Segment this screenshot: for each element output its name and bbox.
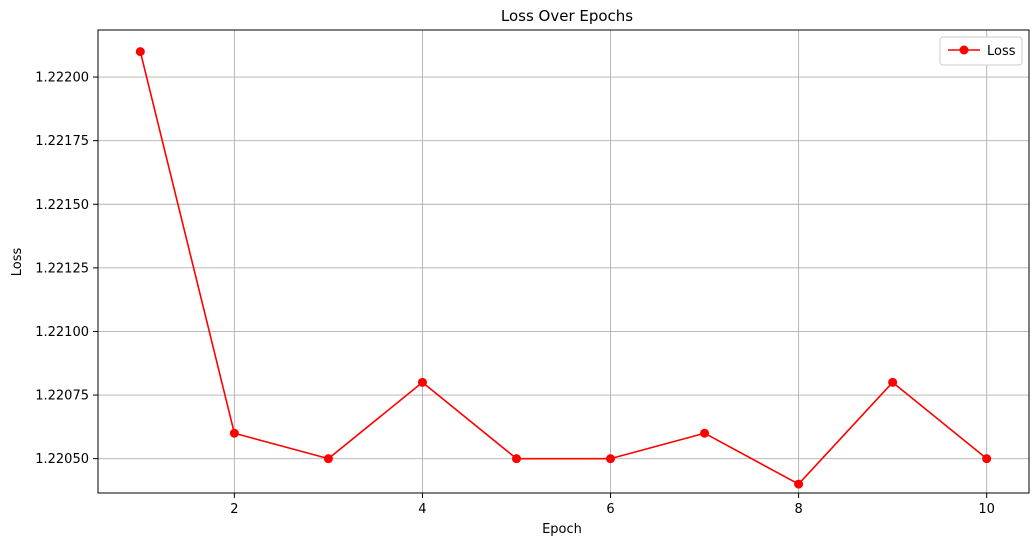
y-tick-label: 1.22175 (35, 134, 89, 149)
chart-title: Loss Over Epochs (501, 7, 633, 25)
x-axis-label: Epoch (542, 522, 582, 537)
x-tick-label: 2 (230, 502, 238, 517)
legend: Loss (939, 36, 1023, 66)
legend-label: Loss (987, 44, 1016, 59)
loss-data-point (606, 454, 616, 464)
x-tick-label: 4 (418, 502, 426, 517)
x-tick-label: 8 (794, 502, 802, 517)
grid-lines (98, 30, 1029, 493)
loss-data-point (135, 47, 145, 57)
loss-series-line (139, 51, 988, 485)
plot-area-frame (97, 29, 1030, 494)
loss-data-point (229, 428, 239, 438)
loss-data-point (700, 428, 710, 438)
loss-data-point (982, 454, 992, 464)
x-axis-ticks: 2 4 6 8 10 (230, 493, 995, 517)
loss-data-point (323, 454, 333, 464)
loss-data-point (888, 377, 898, 387)
loss-data-point (794, 479, 804, 489)
y-axis-label: Loss (10, 248, 25, 277)
y-tick-label: 1.22075 (35, 389, 89, 404)
y-tick-label: 1.22050 (35, 452, 89, 467)
legend-marker-swatch (959, 45, 969, 55)
loss-data-point (511, 454, 521, 464)
loss-data-point (417, 377, 427, 387)
y-tick-label: 1.22100 (35, 325, 89, 340)
y-tick-label: 1.22150 (35, 198, 89, 213)
y-tick-label: 1.22125 (35, 261, 89, 276)
x-tick-label: 10 (978, 502, 995, 517)
legend-box (939, 36, 1023, 66)
x-tick-label: 6 (606, 502, 614, 517)
y-axis-ticks: 1.22050 1.22075 1.22100 1.22125 1.22150 1.221… (35, 71, 98, 467)
series-layer (135, 47, 992, 489)
y-tick-label: 1.22200 (35, 71, 89, 86)
